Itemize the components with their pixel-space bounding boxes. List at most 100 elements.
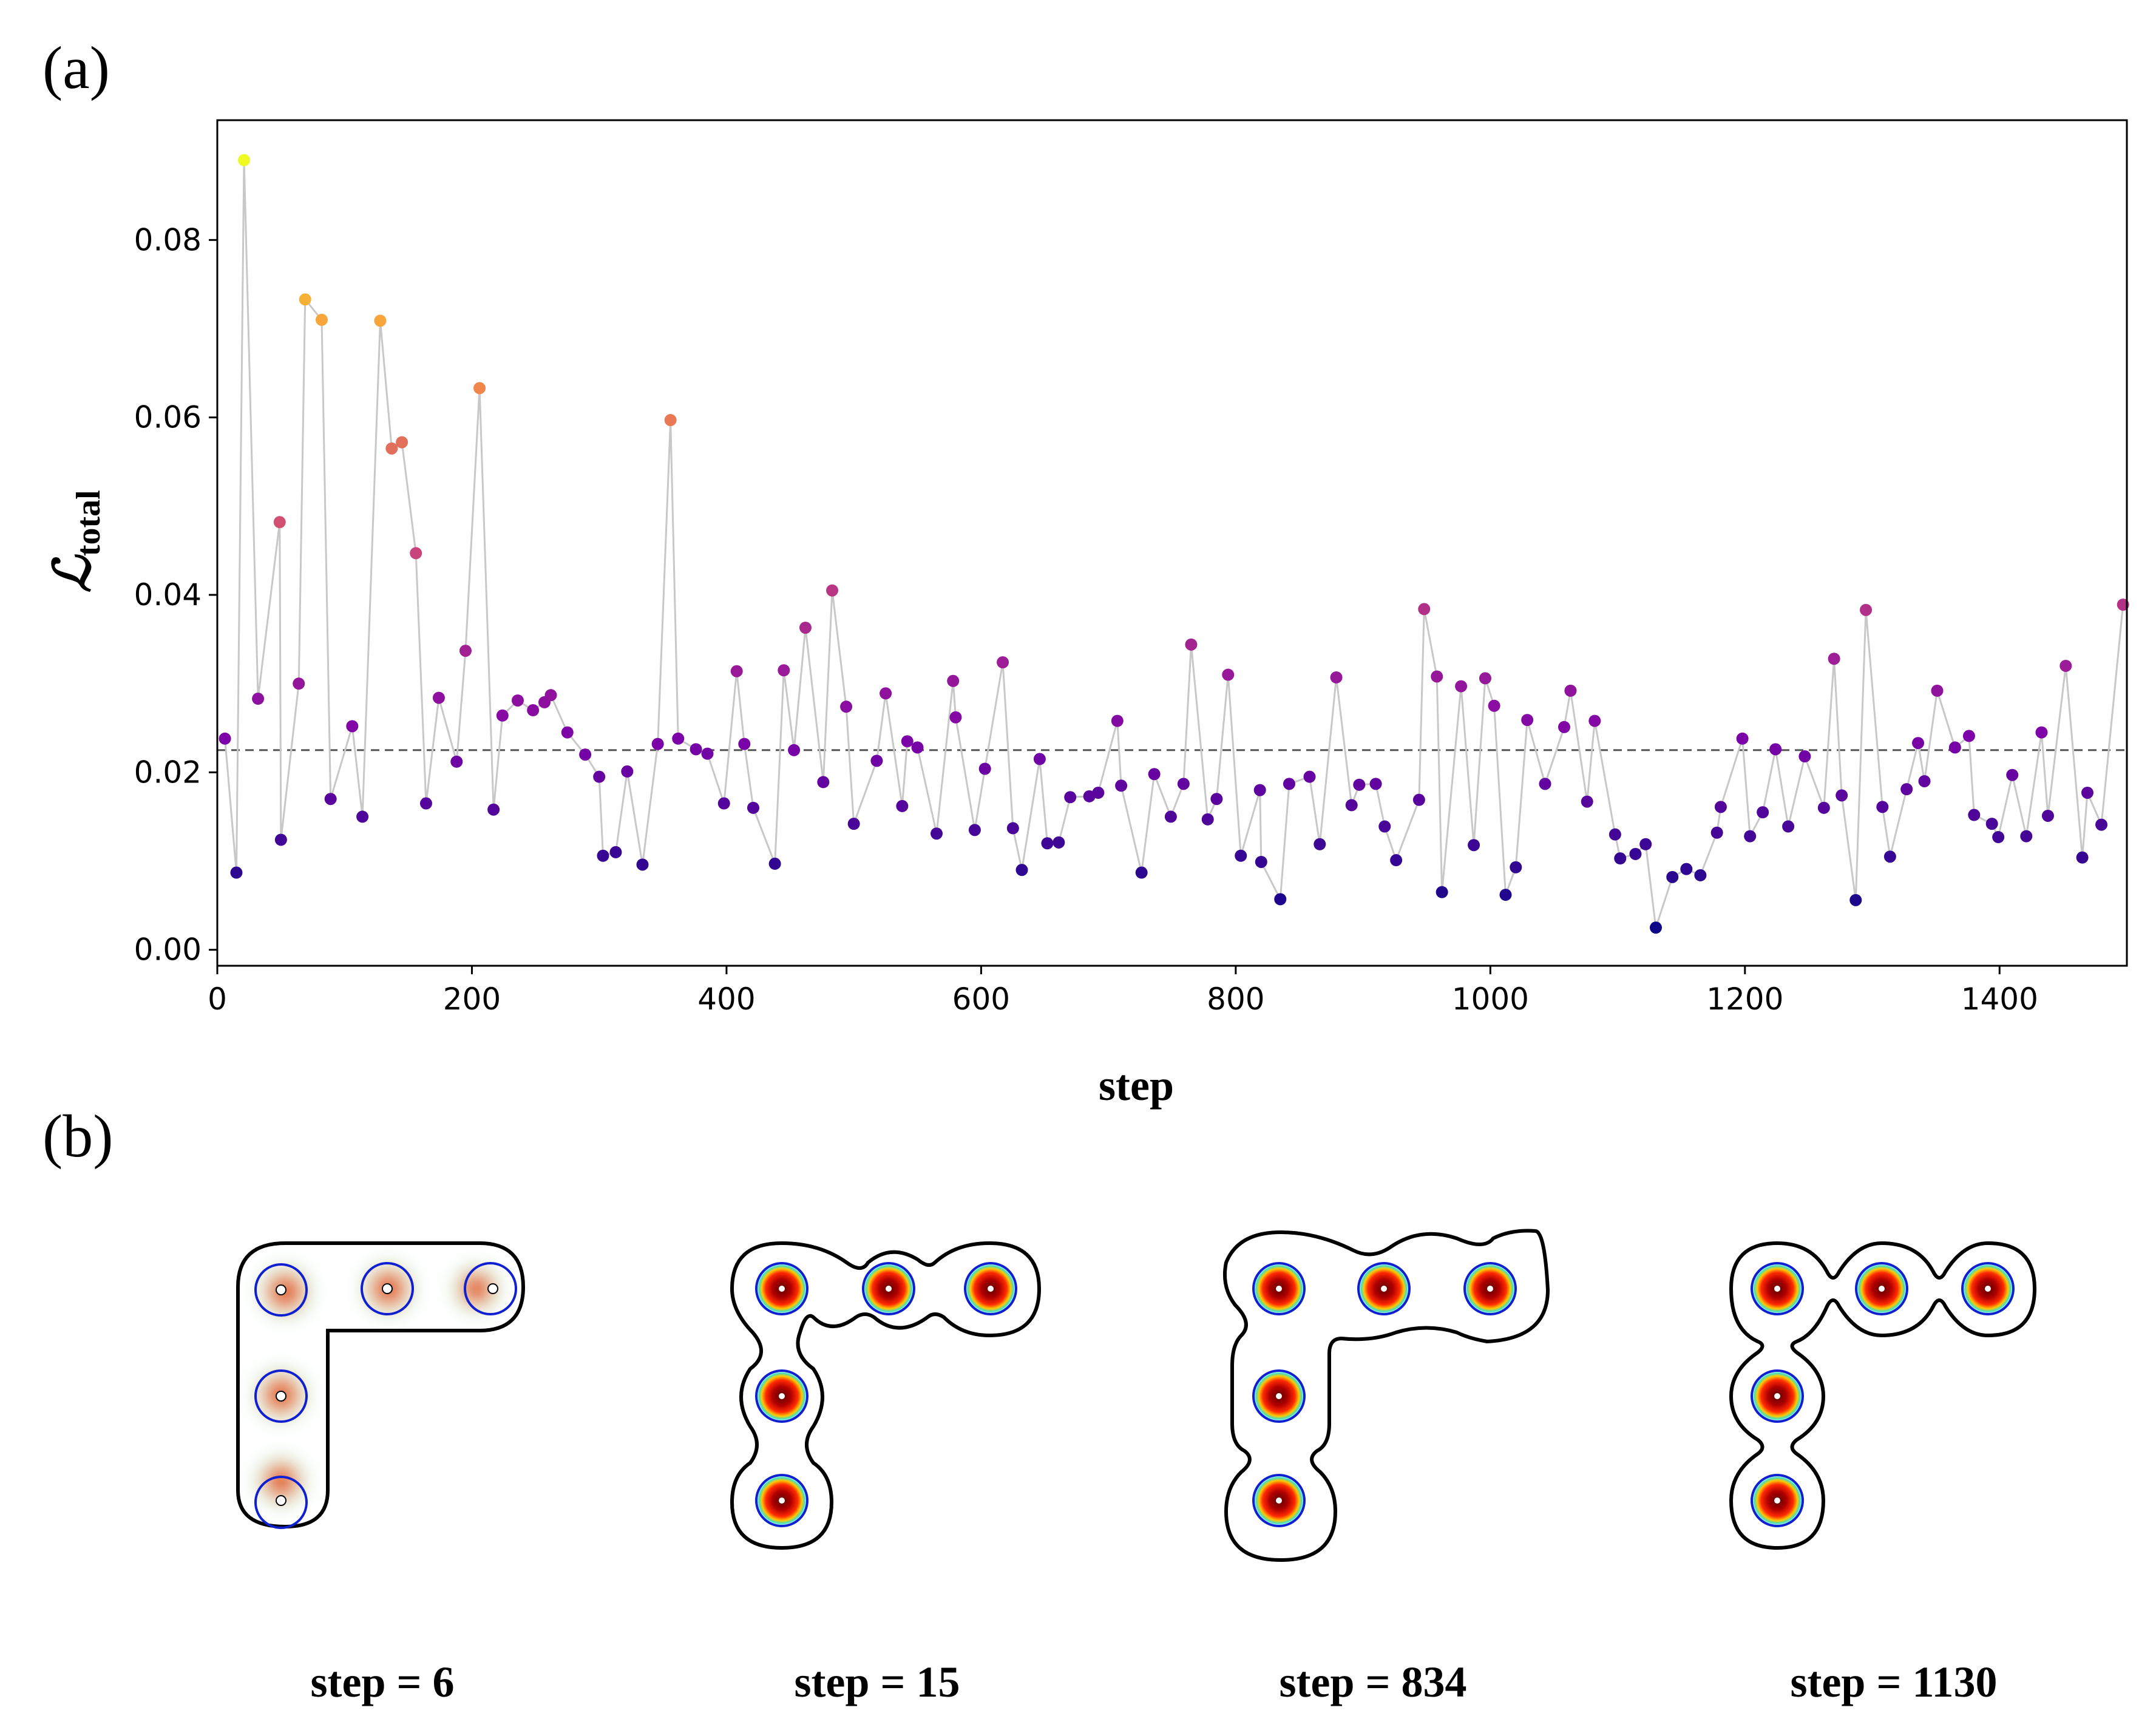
loss-point [544,689,557,702]
loss-point [473,382,486,395]
loss-point [636,858,649,871]
loss-point [978,762,991,775]
loss-point [1931,684,1944,697]
x-tick-label: 400 [697,982,755,1017]
loss-point [2020,830,2033,843]
loss-point [1006,822,1019,835]
loss-point [799,622,812,634]
loss-point [1968,809,1981,821]
loss-point [1639,838,1652,850]
loss-point [385,442,398,455]
loss-point [356,810,369,823]
loss-point [273,516,286,529]
x-axis-ticks: 0 200 400 600 800 1000 1200 1400 [208,966,2038,1017]
loss-point [324,793,337,806]
snapshot-step-15: step = 15 [730,1241,1042,1706]
loss-point [1798,750,1811,763]
loss-point [621,765,634,778]
loss-point [1378,820,1391,833]
loss-point [432,691,445,704]
loss-point [459,645,472,657]
loss-point [1588,714,1601,727]
loss-point [1629,847,1642,860]
loss-point [1769,743,1782,756]
loss-point [840,700,853,713]
loss-point [593,770,606,783]
loss-point [2076,851,2089,864]
loss-point [1210,793,1223,806]
loss-point [238,154,251,166]
loss-point [1283,778,1295,790]
boundary-outline [236,1241,526,1529]
loss-point [450,755,463,768]
loss-point [1345,799,1358,812]
loss-point [1948,741,1961,754]
loss-point [664,414,677,427]
loss-point [1649,921,1662,934]
loss-point [1488,699,1500,712]
loss-point [1148,768,1161,781]
x-tick-label: 1000 [1452,982,1529,1017]
loss-points [219,154,2129,934]
loss-point [609,846,622,858]
loss-point [1111,714,1124,727]
x-tick-label: 0 [208,982,227,1017]
loss-point [968,824,981,836]
x-tick-label: 1400 [1961,982,2038,1017]
loss-point [274,833,287,846]
loss-point [1431,670,1443,683]
snapshot-label: step = 6 [310,1658,454,1706]
loss-point [1521,714,1534,727]
x-axis-label: step [1099,1061,1174,1110]
x-tick-label: 600 [952,982,1010,1017]
loss-point [1412,793,1425,806]
snapshot-label: step = 834 [1279,1658,1466,1706]
loss-point [579,748,592,761]
boundary-outline [730,1241,1042,1550]
loss-point [1041,837,1054,850]
loss-point [1828,653,1840,665]
loss-point [1092,786,1105,799]
y-axis-label: ℒtotal [45,490,107,592]
loss-point [1235,849,1247,862]
loss-point [1962,730,1975,742]
loss-point [1455,680,1468,693]
loss-point [2081,786,2093,799]
loss-point [1436,886,1448,898]
loss-point [1918,775,1931,787]
loss-point [252,693,265,705]
loss-point [1064,791,1077,804]
loss-point [1115,779,1128,792]
loss-point [1860,603,1873,616]
loss-point [1015,864,1028,877]
loss-point [788,744,801,756]
loss-point [219,732,231,745]
loss-point [1900,783,1913,796]
loss-point [1510,861,1522,873]
loss-point [1836,789,1848,802]
loss-point [901,735,914,748]
loss-point [1558,721,1570,733]
svg-text:ℒtotal: ℒtotal [45,490,107,592]
snapshot-step-1130: step = 1130 [1729,1241,2037,1706]
loss-point [1714,801,1727,813]
loss-point [1992,831,2005,844]
loss-point [1849,894,1862,906]
loss-point [1883,850,1896,863]
loss-chart: 0.00 0.02 0.04 0.06 0.08 0 200 400 600 800 1000 12… [45,119,2129,1110]
loss-point [738,738,751,750]
loss-point [870,755,883,767]
loss-point [2059,659,2072,672]
loss-point [1390,854,1403,867]
loss-point [1255,855,1267,868]
loss-point [1468,839,1480,852]
loss-point [1539,778,1551,790]
loss-point [701,747,714,760]
loss-point [947,674,960,687]
loss-point [1274,893,1287,906]
loss-point [2006,768,2019,781]
x-tick-label: 800 [1207,982,1264,1017]
loss-point [1369,778,1382,790]
loss-point [1185,638,1198,651]
loss-point [1912,737,1925,750]
